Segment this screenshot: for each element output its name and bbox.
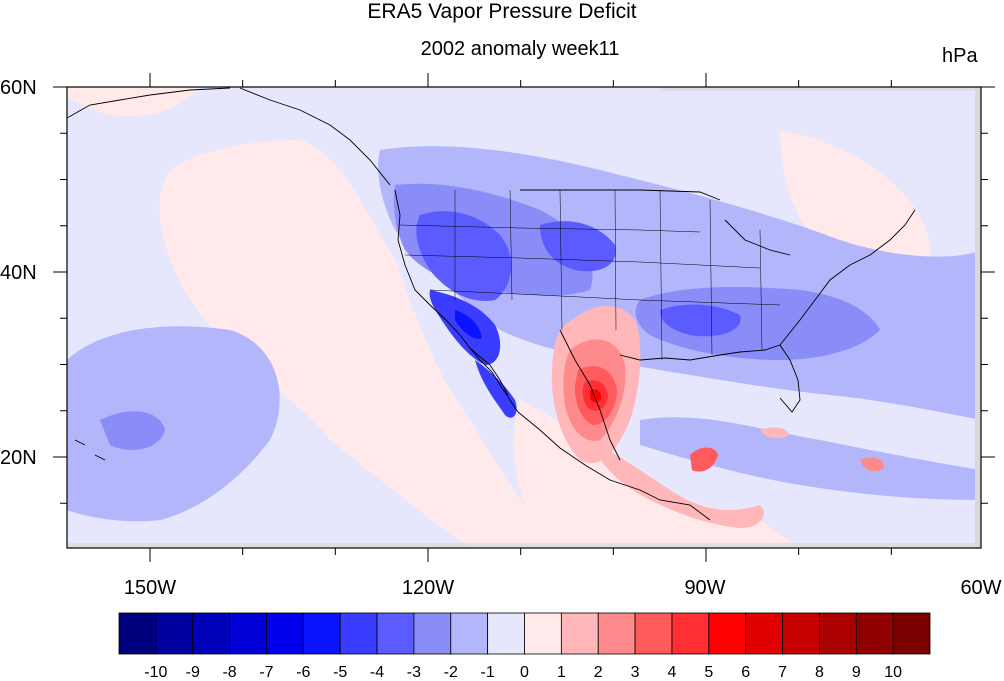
colorbar-swatch (560, 612, 599, 655)
colorbar-tick-label: 10 (884, 664, 902, 681)
colorbar-tick-label: 5 (704, 664, 713, 681)
colorbar-labels: -10 -9 -8 -7 -6 -5 -4 -3 -2 -1 0 1 2 3 4 5 6 7 8 9 10 (144, 664, 902, 681)
state-borders (399, 189, 781, 361)
colorbar-swatch (155, 612, 194, 655)
anomaly-field (67, 87, 981, 548)
lat-label-20n: 20N (0, 447, 37, 469)
colorbar-swatch (634, 612, 673, 655)
colorbar-tick-label: -10 (144, 664, 167, 681)
colorbar-swatch (339, 612, 378, 655)
lon-label-60w: 60W (960, 577, 1001, 599)
colorbar-tick-label: -2 (444, 664, 458, 681)
colorbar-swatch (597, 612, 636, 655)
colorbar-tick-label: -9 (186, 664, 200, 681)
colorbar-swatch (524, 612, 562, 655)
colorbar-swatch (487, 612, 525, 655)
colorbar-swatch (745, 612, 783, 655)
lon-label-120w: 120W (402, 577, 454, 599)
colorbar-tick-label: 6 (741, 664, 750, 681)
colorbar-tick-label: -5 (333, 664, 347, 681)
colorbar-swatch (819, 612, 857, 655)
colorbar-swatch (708, 612, 747, 655)
map-frame (66, 86, 982, 549)
colorbar-swatch (413, 612, 452, 655)
colorbar-swatch (671, 612, 710, 655)
colorbar-tick-label: -3 (407, 664, 421, 681)
colorbar-tick-label: 1 (557, 664, 566, 681)
colorbar-tick-label: 3 (631, 664, 640, 681)
colorbar-swatch (118, 612, 157, 655)
units-label: hPa (942, 45, 978, 67)
colorbar-swatch (855, 612, 894, 655)
map-subtitle: 2002 anomaly week11 (420, 38, 620, 60)
colorbar (118, 612, 931, 655)
colorbar-tick-label: -8 (222, 664, 236, 681)
colorbar-tick-label: 4 (668, 664, 677, 681)
colorbar-swatch (266, 612, 304, 655)
colorbar-swatch (229, 612, 267, 655)
colorbar-tick-label: -4 (370, 664, 384, 681)
colorbar-tick-label: 0 (520, 664, 529, 681)
colorbar-tick-label: 8 (815, 664, 824, 681)
colorbar-swatch (892, 612, 931, 655)
colorbar-swatch (376, 612, 415, 655)
colorbar-tick-label: -7 (259, 664, 273, 681)
colorbar-swatch (192, 612, 230, 655)
map-title: ERA5 Vapor Pressure Deficit (367, 0, 637, 23)
colorbar-tick-label: 7 (778, 664, 787, 681)
lat-label-40n: 40N (0, 262, 37, 284)
colorbar-swatch (302, 612, 341, 655)
lat-label-60n: 60N (0, 77, 37, 99)
colorbar-swatch (782, 612, 820, 655)
colorbar-tick-label: -1 (481, 664, 495, 681)
colorbar-tick-label: -6 (296, 664, 310, 681)
colorbar-tick-label: 2 (594, 664, 603, 681)
lon-label-150w: 150W (124, 577, 176, 599)
colorbar-tick-label: 9 (852, 664, 861, 681)
lon-label-90w: 90W (684, 577, 725, 599)
axis-ticks (53, 73, 995, 562)
colorbar-swatch (450, 612, 489, 655)
